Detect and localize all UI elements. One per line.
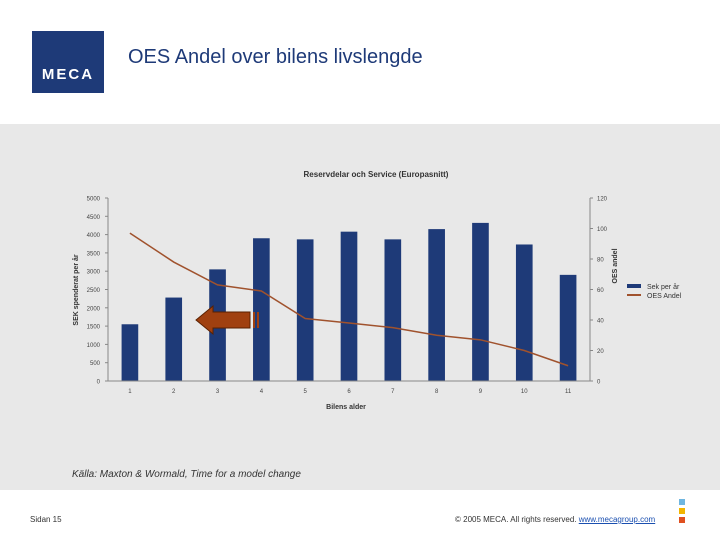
website-link[interactable]: www.mecagroup.com [578, 515, 656, 524]
y2-tick-label: 60 [597, 288, 604, 294]
left-arrow-icon [195, 304, 251, 336]
source-note: Källa: Maxton & Wormald, Time for a mode… [72, 469, 301, 480]
y-axis-label: SEK spenderat per år [72, 254, 80, 325]
chart-svg: Reservdelar och Service (Europasnitt) 0 5… [72, 170, 682, 411]
y2-tick-label: 80 [597, 258, 604, 264]
oes-share-line [129, 232, 569, 367]
y-tick-label: 4500 [87, 215, 101, 221]
y-tick-label: 4000 [87, 233, 101, 239]
x-axis-ticks: 1 2 3 4 5 6 7 8 9 10 11 [128, 389, 572, 395]
bar [296, 239, 314, 381]
decor-square [679, 508, 685, 514]
bar [384, 239, 402, 381]
y2-tick-label: 0 [597, 380, 601, 386]
copyright-footer: © 2005 MECA. All rights reserved. www.me… [455, 515, 655, 524]
x-tick-label: 11 [565, 389, 572, 395]
y2-axis-label: OES andel [612, 248, 619, 283]
y2-axis-ticks: 0 20 40 60 80 100 120 [590, 197, 608, 386]
line-series [129, 232, 569, 367]
arrow-tail-stripe [257, 312, 259, 328]
y-tick-label: 3000 [87, 270, 101, 276]
y2-tick-label: 100 [597, 227, 608, 233]
x-tick-label: 5 [304, 389, 308, 395]
y-tick-label: 2500 [87, 288, 101, 294]
x-tick-label: 7 [391, 389, 395, 395]
decor-square [679, 517, 685, 523]
arrow-tail-stripe [253, 312, 255, 328]
x-tick-label: 9 [479, 389, 483, 395]
x-tick-label: 10 [521, 389, 528, 395]
y2-tick-label: 120 [597, 197, 608, 203]
axes [107, 198, 591, 382]
x-tick-label: 6 [347, 389, 351, 395]
copyright-text: © 2005 MECA. All rights reserved. [455, 515, 577, 524]
logo-text: MECA [41, 66, 95, 83]
y-tick-label: 2000 [87, 306, 101, 312]
bar-series [121, 222, 577, 381]
decor-square [679, 499, 685, 505]
y2-tick-label: 40 [597, 319, 604, 325]
y2-tick-label: 20 [597, 349, 604, 355]
legend: Sek per år OES Andel [627, 283, 682, 300]
x-axis-label: Bilens alder [326, 404, 366, 411]
x-tick-label: 8 [435, 389, 439, 395]
legend-line-label: OES Andel [647, 293, 682, 300]
bar [340, 231, 358, 381]
y-tick-label: 1000 [87, 343, 101, 349]
y-tick-label: 5000 [87, 197, 101, 203]
bar [428, 229, 445, 381]
page-number: Sidan 15 [30, 515, 62, 524]
slide-title: OES Andel over bilens livslengde [128, 46, 423, 68]
x-tick-label: 2 [172, 389, 176, 395]
bar [515, 244, 533, 381]
y-axis-ticks: 0 500 1000 1500 2000 2500 3000 3500 4000 4500 5000 [87, 197, 108, 386]
bar [165, 297, 183, 381]
legend-bar-swatch [627, 284, 641, 288]
bar [559, 274, 577, 381]
bar [472, 222, 489, 381]
chart-panel: Reservdelar och Service (Europasnitt) 0 5… [0, 124, 720, 490]
bar [253, 238, 270, 381]
y-tick-label: 0 [97, 380, 101, 386]
legend-bar-label: Sek per år [647, 283, 680, 291]
arrow-annotation [195, 304, 259, 336]
x-tick-label: 1 [128, 389, 132, 395]
meca-logo: MECA [32, 31, 104, 93]
chart-title: Reservdelar och Service (Europasnitt) [304, 170, 449, 179]
y-tick-label: 500 [90, 361, 101, 367]
bar [121, 324, 139, 381]
y-tick-label: 1500 [87, 325, 101, 331]
x-tick-label: 4 [260, 389, 264, 395]
y-tick-label: 3500 [87, 251, 101, 257]
x-tick-label: 3 [216, 389, 220, 395]
